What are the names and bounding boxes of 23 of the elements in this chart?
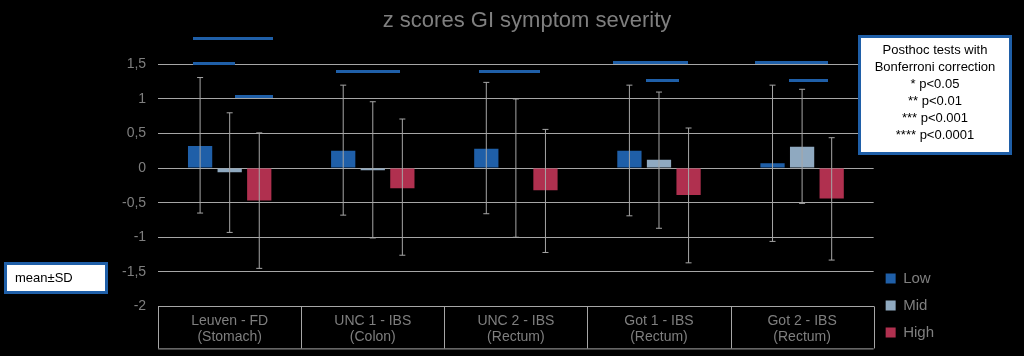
y-tick-label: 0 bbox=[138, 158, 147, 175]
x-tick-label: Leuven - FD (Stomach) bbox=[191, 311, 269, 345]
text: mean±SD bbox=[15, 269, 74, 287]
text: *** p<0.001 bbox=[900, 109, 970, 126]
text: ** p<0.01 bbox=[907, 92, 963, 109]
legend-label: Low bbox=[903, 268, 931, 286]
text: Posthoc tests with Bonferroni correction bbox=[873, 41, 997, 75]
x-tick-label: UNC 1 - IBS (Colon) bbox=[334, 311, 412, 345]
x-tick-label: UNC 2 - IBS (Rectum) bbox=[477, 311, 555, 345]
y-tick-label: 1,5 bbox=[126, 55, 147, 72]
legend-label: Mid bbox=[903, 295, 928, 313]
chart-title: z scores GI symptom severity bbox=[382, 7, 672, 33]
text: **** p<0.0001 bbox=[894, 126, 976, 143]
y-tick-label: -2 bbox=[133, 297, 147, 314]
y-tick-label: -0,5 bbox=[122, 193, 147, 210]
y-tick-label: 0,5 bbox=[126, 124, 147, 141]
x-tick-label: Got 2 - IBS (Rectum) bbox=[767, 311, 837, 345]
text: * p<0.05 bbox=[909, 75, 961, 92]
legend-label: High bbox=[903, 322, 935, 340]
x-tick-label: Got 1 - IBS (Rectum) bbox=[624, 311, 694, 345]
y-tick-label: -1,5 bbox=[122, 262, 147, 279]
y-tick-label: 1 bbox=[138, 89, 147, 106]
y-tick-label: -1 bbox=[133, 228, 147, 245]
